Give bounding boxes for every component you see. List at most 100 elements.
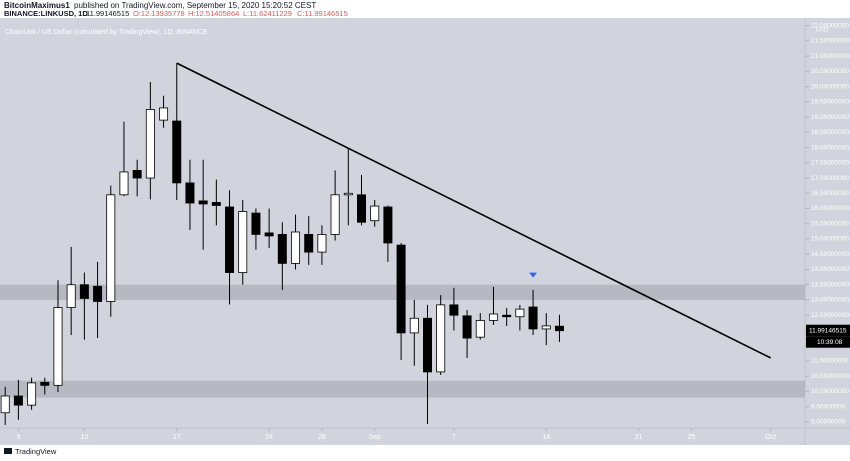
candle-body [27,382,37,406]
y-tick-label: 21.50000000 [811,38,849,45]
header-author: BitcoinMaximus1 [4,1,70,10]
header-low: L:11.62411229 [243,9,292,18]
chart-title: ChainLink / US Dollar (calculated by Tra… [5,29,208,36]
y-tick-label: 9.50000000 [811,403,846,410]
x-tick-label: 7 [452,434,456,441]
x-tick-label: Sep [368,434,381,441]
chart-background [0,18,850,445]
y-tick-label: 19.00000000 [811,114,849,121]
y-tick-label: 16.00000000 [811,205,849,212]
candle-body [251,212,261,235]
candle-body [554,325,564,332]
y-tick-label: 21.00000000 [811,53,849,60]
candle-body [515,308,525,318]
countdown-tag [806,336,850,348]
tradingview-logo: TradingView [4,447,57,456]
y-tick-label: 10.00000000 [811,388,849,395]
y-tick-label: 13.50000000 [811,281,849,288]
candle-body [357,194,366,223]
candle-body [53,307,63,386]
candle-body [198,200,208,205]
x-tick-label: Oct [765,434,776,441]
logo-text: TradingView [15,447,57,456]
candle-body [436,304,446,373]
candle-body [13,395,23,406]
candle-body [304,234,314,253]
header-published: published on TradingView.com, September … [74,1,316,10]
y-tick-label: 10.50000000 [811,373,849,380]
currency-label: USD [816,28,829,34]
header-high: H:12.51405864 [188,9,239,18]
candle-body [40,381,50,386]
candle-body [291,231,301,264]
candle-body [396,244,406,334]
y-tick-label: 9.00000000 [811,419,846,426]
candle-body [423,317,432,373]
logo-icon [4,448,12,454]
candle-body [330,194,340,235]
y-tick-label: 14.50000000 [811,251,849,258]
y-tick-label: 20.50000000 [811,68,849,75]
y-tick-label: 13.00000000 [811,297,849,304]
candle-body [185,182,195,204]
trendline [176,62,771,359]
candle-body [79,284,89,299]
candle-body [93,285,103,302]
candle-body [449,304,459,316]
y-tick-label: 17.50000000 [811,160,849,167]
candle-body [488,313,498,321]
candle-body [502,314,512,318]
candle-body [159,107,169,121]
candle-body [528,306,538,330]
candle-body [211,202,221,206]
header-symbol: BINANCE:LINKUSD, 1D [4,9,88,18]
candle-body [264,232,274,237]
candle-body [0,395,10,414]
x-tick-label: 5 [16,434,20,441]
candle-body [277,234,287,264]
x-tick-label: 14 [542,434,550,441]
candle-body [119,171,129,196]
candle-body [370,205,380,222]
candle-body [462,315,472,339]
candle-body [172,120,182,184]
y-tick-label: 20.00000000 [811,83,849,90]
y-tick-label: 16.50000000 [811,190,849,197]
zone [0,380,805,398]
header-close: C:11.99146515 [297,9,348,18]
candle-body [317,234,327,253]
candle-body [475,319,485,338]
candle-body [409,317,419,334]
candle-body [66,284,76,308]
y-tick-label: 15.50000000 [811,220,849,227]
y-tick-label: 18.50000000 [811,129,849,136]
y-tick-label: 18.00000000 [811,144,849,151]
x-tick-label: 25 [688,434,696,441]
candle-body [145,109,155,179]
candle-body [343,192,353,196]
candle-body [383,206,393,244]
y-tick-label: 19.50000000 [811,99,849,106]
x-tick-label: 28 [318,434,326,441]
y-tick-label: 22.00000000 [811,22,849,29]
header-open: O:12.13935778 [133,9,185,18]
y-tick-label: 12.50000000 [811,312,849,319]
candle-body [225,206,235,273]
y-tick-label: 14.00000000 [811,266,849,273]
x-tick-label: 17 [173,434,181,441]
y-tick-label: 15.00000000 [811,236,849,243]
y-tick-label: 11.00000000 [811,358,849,365]
candle-body [106,194,116,302]
header-price: 11.99146515 [86,9,129,18]
price-tag-label: 11.99146515 [809,327,847,334]
countdown-label: 10:39:08 [817,339,843,346]
x-tick-label: 10 [80,434,88,441]
candle-body [132,170,142,179]
price-tag [806,324,850,337]
candle-body [541,325,551,330]
plot-area [0,62,805,425]
x-tick-label: 21 [635,434,643,441]
x-tick-label: 24 [265,434,273,441]
